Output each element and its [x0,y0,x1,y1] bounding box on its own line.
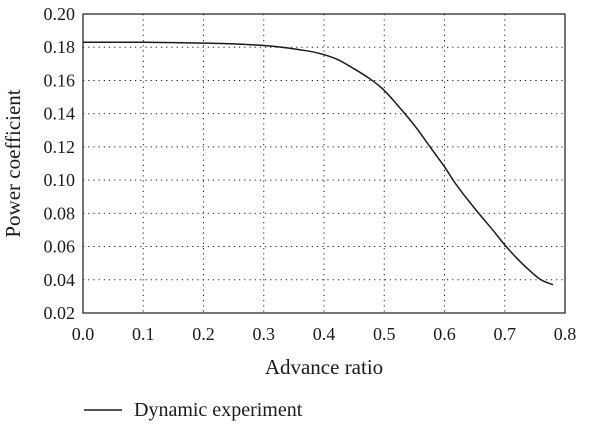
x-axis-title: Advance ratio [265,355,383,379]
y-tick-label: 0.16 [44,70,76,90]
axis-ticks: 0.0 0.1 0.2 0.3 0.4 0.5 0.6 0.7 0.8 0.02 0.04 0.06 0… [44,4,577,344]
y-axis-title: Power coefficient [1,89,25,237]
legend: Dynamic experiment [84,399,303,421]
y-tick-label: 0.18 [44,37,76,57]
series-line-dynamic-experiment [82,41,554,286]
y-tick-label: 0.08 [44,203,76,223]
x-tick-label: 0.5 [373,324,396,344]
y-tick-label: 0.14 [44,104,76,124]
x-tick-label: 0.4 [313,324,336,344]
x-tick-label: 0.2 [192,324,215,344]
x-tick-label: 0.1 [132,324,155,344]
x-tick-label: 0.3 [253,324,276,344]
y-tick-label: 0.06 [44,237,76,257]
y-tick-label: 0.20 [44,4,76,24]
x-tick-label: 0.7 [494,324,517,344]
plot-area-frame [82,13,566,314]
gridlines [83,14,565,313]
y-tick-label: 0.12 [44,137,76,157]
y-tick-label: 0.02 [44,303,76,323]
y-tick-label: 0.10 [44,170,76,190]
x-tick-label: 0.0 [72,324,95,344]
legend-label-dynamic-experiment: Dynamic experiment [134,399,303,421]
x-tick-label: 0.6 [433,324,456,344]
x-tick-label: 0.8 [554,324,577,344]
series-layer [82,41,554,286]
y-tick-label: 0.04 [44,270,76,290]
